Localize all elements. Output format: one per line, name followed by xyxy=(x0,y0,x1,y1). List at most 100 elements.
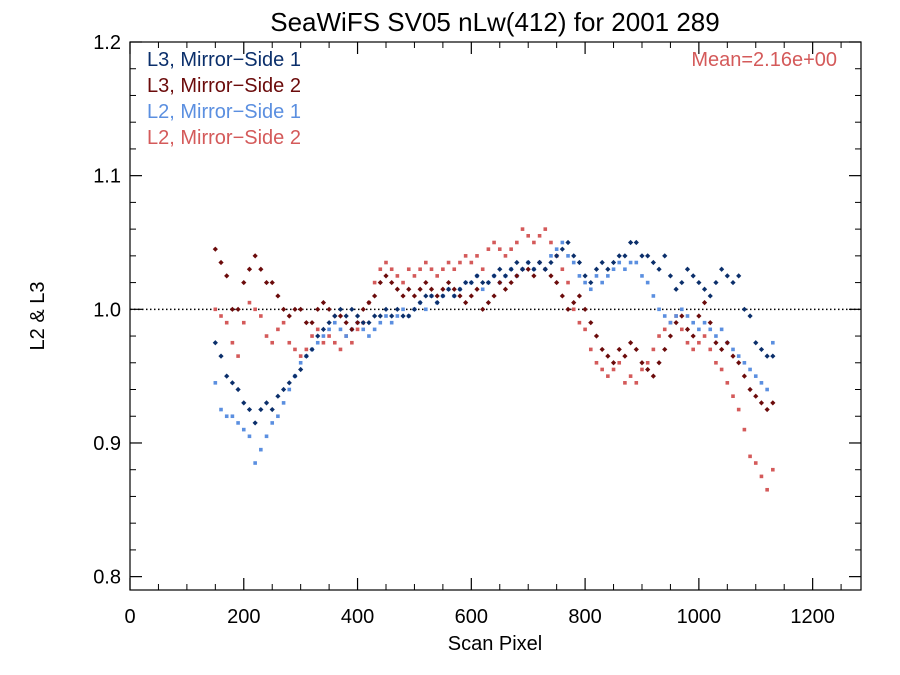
data-point xyxy=(332,320,337,325)
data-point xyxy=(771,340,775,345)
data-point xyxy=(377,313,383,319)
data-point xyxy=(275,393,281,399)
data-point xyxy=(640,367,644,372)
data-point xyxy=(213,381,218,385)
data-point xyxy=(338,327,343,332)
data-point xyxy=(582,306,588,312)
data-point xyxy=(434,293,440,299)
data-point xyxy=(270,421,275,425)
data-point xyxy=(235,386,241,393)
data-point xyxy=(673,286,679,292)
series-3-points xyxy=(213,227,775,492)
data-point xyxy=(719,346,725,353)
data-point xyxy=(549,254,553,258)
x-tick-label: 800 xyxy=(568,606,601,628)
data-point xyxy=(650,259,656,266)
data-point xyxy=(246,266,253,272)
data-point xyxy=(765,487,769,492)
data-point xyxy=(770,353,776,359)
data-point xyxy=(662,327,667,332)
data-point xyxy=(531,266,537,272)
data-point xyxy=(623,381,627,385)
data-point xyxy=(253,307,257,312)
data-point xyxy=(383,273,389,279)
data-point xyxy=(389,267,394,272)
data-point xyxy=(400,293,406,299)
data-point xyxy=(304,347,309,352)
data-point xyxy=(218,353,224,359)
data-point xyxy=(350,340,354,345)
data-point xyxy=(474,286,480,292)
data-point xyxy=(384,260,388,265)
data-point xyxy=(463,300,469,306)
data-point xyxy=(736,360,742,366)
data-point xyxy=(298,360,303,365)
data-point xyxy=(542,266,548,272)
data-point xyxy=(759,474,764,479)
legend-entry-l3-ms2: L3, Mirror−Side 2 xyxy=(147,75,301,97)
plot-frame xyxy=(129,41,862,591)
data-point xyxy=(707,320,713,326)
data-point xyxy=(264,434,269,439)
data-point xyxy=(263,279,270,286)
data-point xyxy=(667,333,674,339)
data-point xyxy=(303,320,309,326)
data-point xyxy=(332,340,337,345)
data-point xyxy=(219,314,223,318)
data-point xyxy=(253,461,257,465)
data-point xyxy=(315,306,321,312)
data-point xyxy=(463,279,469,286)
x-axis-title: Scan Pixel xyxy=(448,633,543,655)
data-point xyxy=(280,306,287,312)
data-point xyxy=(212,340,218,346)
data-point xyxy=(634,381,639,385)
data-point xyxy=(320,326,327,332)
data-point xyxy=(360,320,366,326)
data-point xyxy=(771,467,775,472)
data-point xyxy=(474,273,480,279)
data-point xyxy=(577,274,582,278)
data-point xyxy=(292,306,298,312)
data-point xyxy=(384,314,388,318)
data-point xyxy=(714,360,718,365)
data-point xyxy=(702,320,707,325)
data-point xyxy=(707,293,713,299)
data-point xyxy=(423,279,429,286)
legend: L3, Mirror−Side 1 L3, Mirror−Side 2 L2, … xyxy=(147,49,301,149)
data-point xyxy=(259,314,263,318)
data-point xyxy=(451,286,457,292)
y-tick-label: 0.9 xyxy=(93,433,121,455)
data-point xyxy=(337,313,344,319)
data-point xyxy=(684,266,691,272)
data-point xyxy=(616,253,622,259)
data-point xyxy=(753,374,758,378)
data-point xyxy=(361,327,366,332)
data-point xyxy=(372,313,378,319)
data-point xyxy=(554,247,559,251)
data-point xyxy=(417,300,423,306)
data-point xyxy=(230,414,235,419)
data-point xyxy=(280,386,287,393)
data-point xyxy=(441,267,445,272)
data-point xyxy=(309,346,315,353)
data-point xyxy=(599,346,605,353)
data-point xyxy=(697,327,701,332)
data-point xyxy=(759,381,764,385)
data-point xyxy=(731,347,735,352)
data-point xyxy=(662,253,668,259)
data-point xyxy=(549,240,553,245)
data-point xyxy=(713,279,719,286)
data-point xyxy=(343,320,349,326)
data-point xyxy=(440,293,446,299)
data-point xyxy=(389,320,394,325)
data-point xyxy=(736,354,741,358)
data-point xyxy=(616,346,622,353)
data-point xyxy=(633,346,639,353)
data-point xyxy=(445,286,452,292)
legend-entry-l3-ms1: L3, Mirror−Side 1 xyxy=(147,49,301,71)
x-tick-labels: 0 200 400 600 800 1000 1200 xyxy=(124,606,834,628)
series-0-points xyxy=(212,239,776,426)
data-point xyxy=(764,406,770,413)
data-point xyxy=(531,273,537,279)
data-point xyxy=(708,347,713,352)
